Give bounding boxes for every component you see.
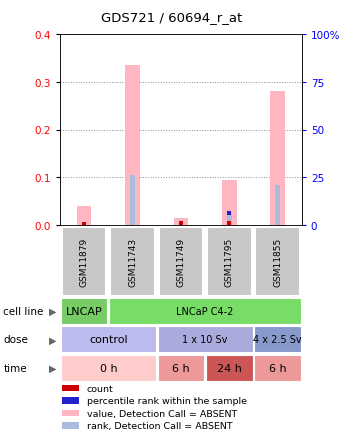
Text: ▶: ▶	[49, 335, 57, 345]
Text: 24 h: 24 h	[217, 363, 242, 373]
Text: GSM11795: GSM11795	[225, 237, 234, 286]
Text: GSM11743: GSM11743	[128, 237, 137, 286]
Text: 0 h: 0 h	[99, 363, 117, 373]
Bar	[61, 327, 156, 352]
Bar	[255, 327, 301, 352]
Text: ▶: ▶	[49, 363, 57, 373]
Text: ▶: ▶	[49, 306, 57, 316]
Bar	[207, 227, 251, 296]
Text: 6 h: 6 h	[269, 363, 286, 373]
Bar	[62, 398, 79, 404]
Bar	[77, 207, 92, 226]
Text: control: control	[89, 335, 128, 345]
Bar	[206, 355, 252, 381]
Bar	[61, 355, 156, 381]
Text: count: count	[87, 384, 114, 393]
Bar	[174, 219, 188, 226]
Text: LNCaP C4-2: LNCaP C4-2	[176, 306, 234, 316]
Text: GDS721 / 60694_r_at: GDS721 / 60694_r_at	[101, 11, 242, 24]
Text: GSM11855: GSM11855	[273, 237, 282, 286]
Bar	[62, 227, 106, 296]
Text: 1 x 10 Sv: 1 x 10 Sv	[182, 335, 228, 345]
Text: 4 x 2.5 Sv: 4 x 2.5 Sv	[253, 335, 302, 345]
Bar	[61, 299, 107, 324]
Bar	[110, 227, 155, 296]
Bar	[125, 66, 140, 226]
Text: cell line: cell line	[3, 306, 44, 316]
Bar	[62, 410, 79, 416]
Text: GSM11879: GSM11879	[80, 237, 89, 286]
Bar	[62, 422, 79, 429]
Text: percentile rank within the sample: percentile rank within the sample	[87, 396, 247, 405]
Bar	[130, 175, 135, 226]
Bar	[275, 185, 280, 226]
Bar	[270, 92, 285, 226]
Text: LNCAP: LNCAP	[66, 306, 103, 316]
Bar	[158, 327, 252, 352]
Bar	[227, 214, 232, 226]
Bar	[256, 227, 300, 296]
Bar	[109, 299, 301, 324]
Text: dose: dose	[3, 335, 28, 345]
Bar	[222, 181, 237, 226]
Bar	[62, 385, 79, 391]
Text: value, Detection Call = ABSENT: value, Detection Call = ABSENT	[87, 409, 237, 418]
Text: rank, Detection Call = ABSENT: rank, Detection Call = ABSENT	[87, 421, 232, 430]
Bar	[159, 227, 203, 296]
Bar	[255, 355, 301, 381]
Bar	[158, 355, 204, 381]
Text: time: time	[3, 363, 27, 373]
Text: GSM11749: GSM11749	[176, 237, 186, 286]
Text: 6 h: 6 h	[172, 363, 190, 373]
